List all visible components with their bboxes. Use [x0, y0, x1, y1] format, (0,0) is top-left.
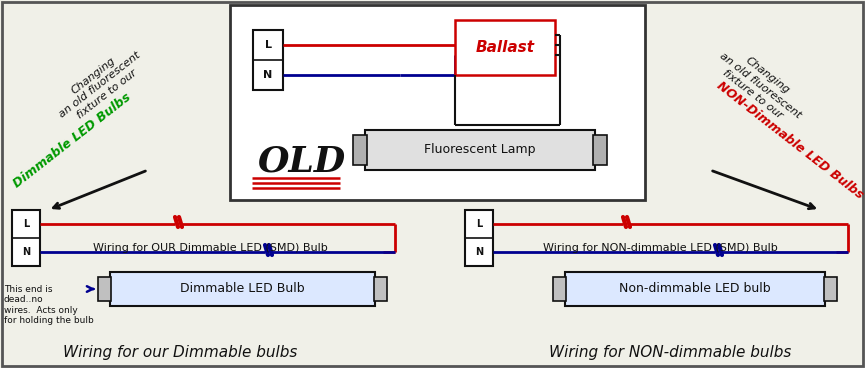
Bar	[374, 277, 387, 301]
Bar	[12, 210, 40, 266]
Bar	[110, 272, 375, 306]
Text: Wiring for NON-dimmable LED (SMD) Bulb: Wiring for NON-dimmable LED (SMD) Bulb	[542, 243, 778, 253]
Text: L: L	[476, 219, 482, 229]
Text: Dimmable LED Bulbs: Dimmable LED Bulbs	[10, 90, 133, 190]
Text: Wiring for our Dimmable bulbs: Wiring for our Dimmable bulbs	[63, 344, 298, 360]
Bar	[353, 135, 367, 165]
Bar	[824, 277, 837, 301]
Text: Dimmable LED Bulb: Dimmable LED Bulb	[180, 283, 304, 296]
Bar	[455, 20, 555, 75]
Text: L: L	[265, 40, 272, 50]
Bar	[98, 277, 111, 301]
Text: Fluorescent Lamp: Fluorescent Lamp	[424, 144, 535, 156]
Text: Changing
an old fluorescent
fixture to our: Changing an old fluorescent fixture to o…	[710, 41, 810, 129]
Text: N: N	[263, 70, 272, 80]
Text: N: N	[475, 247, 483, 257]
Text: Wiring for OUR Dimmable LED (SMD) Bulb: Wiring for OUR Dimmable LED (SMD) Bulb	[93, 243, 327, 253]
Text: This end is
dead..no
wires.  Acts only
for holding the bulb: This end is dead..no wires. Acts only fo…	[4, 285, 93, 325]
Text: Wiring for NON-dimmable bulbs: Wiring for NON-dimmable bulbs	[548, 344, 791, 360]
Text: Changing
an old fluorescent
fixture to our: Changing an old fluorescent fixture to o…	[50, 41, 150, 129]
Text: OLD: OLD	[258, 145, 346, 179]
Text: Ballast: Ballast	[476, 40, 535, 55]
Bar	[553, 277, 566, 301]
Bar	[230, 5, 645, 200]
Bar	[565, 272, 825, 306]
Bar	[593, 135, 607, 165]
Bar	[253, 30, 283, 90]
Text: NON-Dimmable LED Bulbs: NON-Dimmable LED Bulbs	[714, 79, 865, 201]
Text: Non-dimmable LED bulb: Non-dimmable LED bulb	[619, 283, 771, 296]
Bar	[465, 210, 493, 266]
Text: N: N	[22, 247, 30, 257]
Text: L: L	[22, 219, 29, 229]
Bar	[365, 130, 595, 170]
